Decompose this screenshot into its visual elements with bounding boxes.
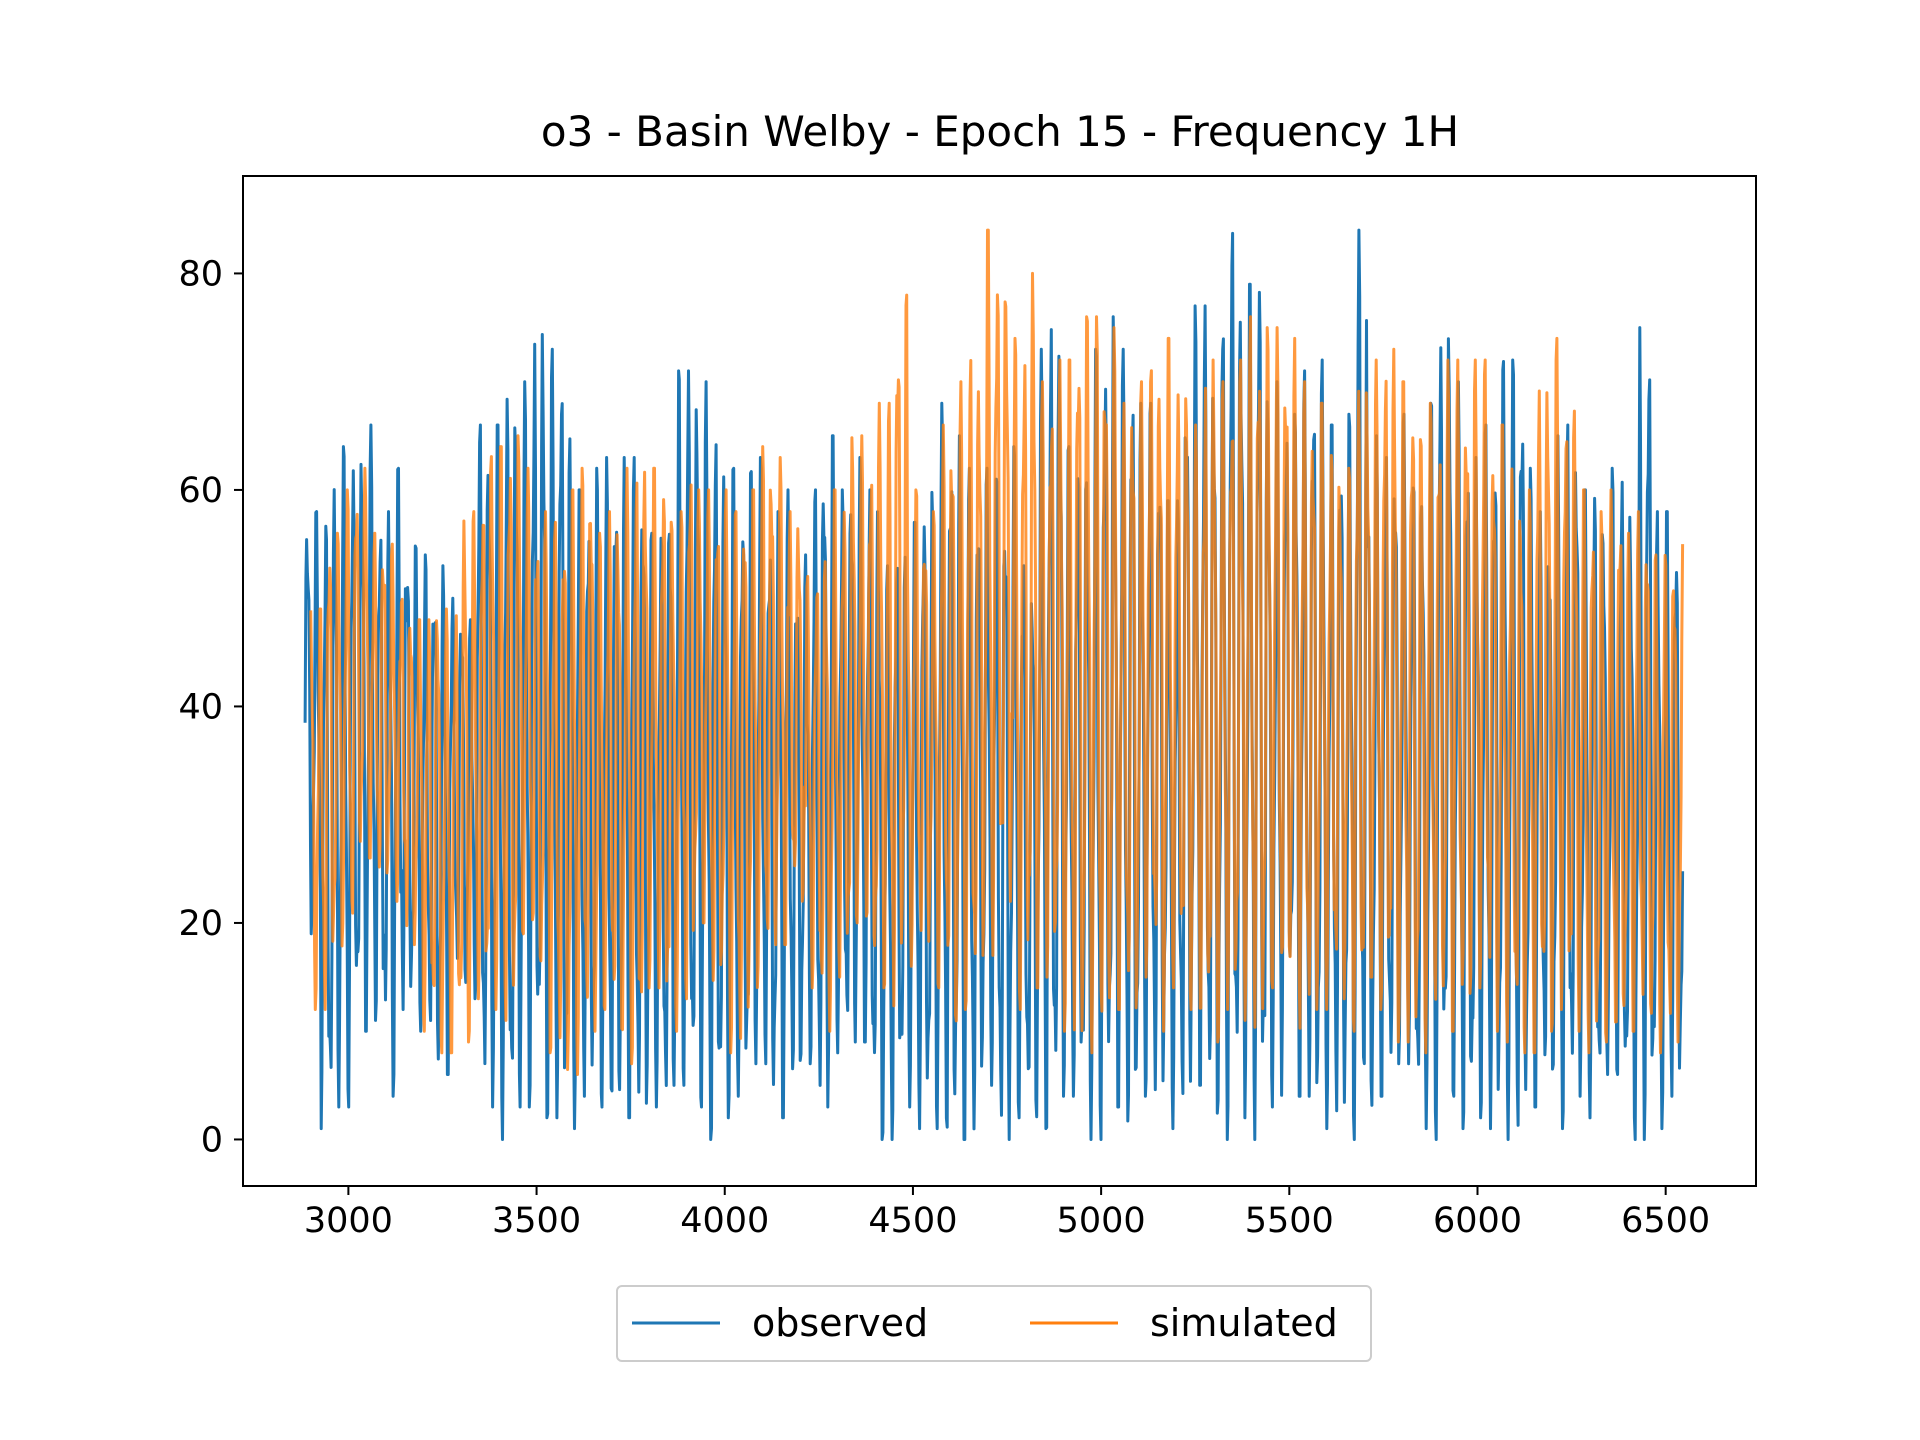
legend: observed simulated [616,1285,1372,1362]
y-tick-label: 0 [201,1120,223,1160]
x-tick-label: 5000 [1057,1201,1146,1241]
series-layer [303,228,1685,1141]
y-tick-label: 60 [178,471,223,511]
y-axis: 0 20 40 60 80 [178,254,243,1160]
x-axis: 3000 3500 4000 4500 5000 5500 6000 6500 [304,1186,1710,1241]
y-tick-label: 40 [178,687,223,727]
legend-label-simulated: simulated [1150,1301,1338,1345]
x-tick-label: 4500 [868,1201,957,1241]
axes-frame [242,175,1757,1187]
x-tick-label: 4000 [680,1201,769,1241]
series-line-simulated [309,228,1685,1076]
x-tick-label: 3500 [492,1201,581,1241]
x-tick-label: 6000 [1433,1201,1522,1241]
x-tick-label: 3000 [304,1201,393,1241]
x-tick-label: 5500 [1245,1201,1334,1241]
x-tick-label: 6500 [1621,1201,1710,1241]
y-tick-label: 20 [178,904,223,944]
chart-title: o3 - Basin Welby - Epoch 15 - Frequency … [541,107,1459,156]
legend-box [616,1285,1372,1362]
legend-label-observed: observed [752,1301,928,1345]
y-tick-label: 80 [178,254,223,294]
